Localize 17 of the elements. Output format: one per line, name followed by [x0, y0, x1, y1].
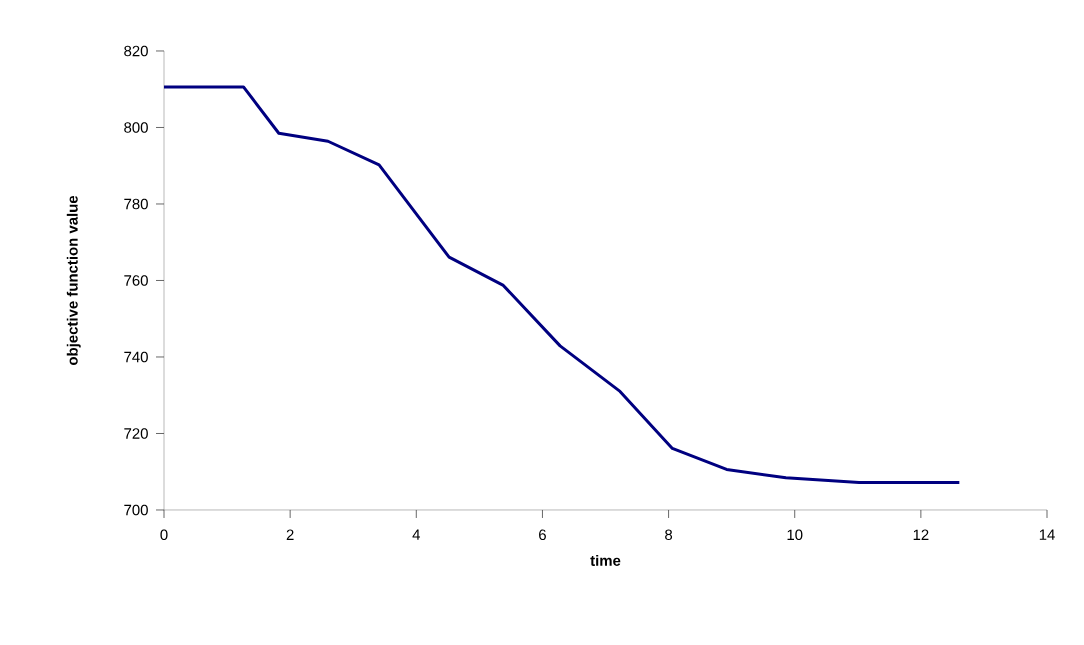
x-tick-label: 12 [913, 529, 929, 540]
x-tick-label: 2 [286, 529, 294, 540]
x-tick-label: 8 [665, 529, 673, 541]
y-tick-label: 780 [124, 198, 148, 210]
y-tick-label: 740 [124, 351, 148, 363]
y-tick-label: 700 [124, 504, 148, 516]
x-tick-label: 10 [787, 529, 803, 541]
y-tick-label: 800 [124, 122, 148, 133]
x-tick-label: 0 [160, 529, 168, 541]
x-tick-label: 4 [412, 529, 421, 540]
y-tick-label: 720 [124, 428, 148, 439]
y-axis-title: objective function value [66, 195, 81, 366]
y-tick-label: 820 [124, 45, 148, 57]
x-tick-label: 6 [539, 529, 546, 541]
x-axis-title: time [590, 554, 621, 566]
x-tick-label: 14 [1039, 529, 1055, 540]
y-tick-label: 760 [124, 275, 148, 286]
